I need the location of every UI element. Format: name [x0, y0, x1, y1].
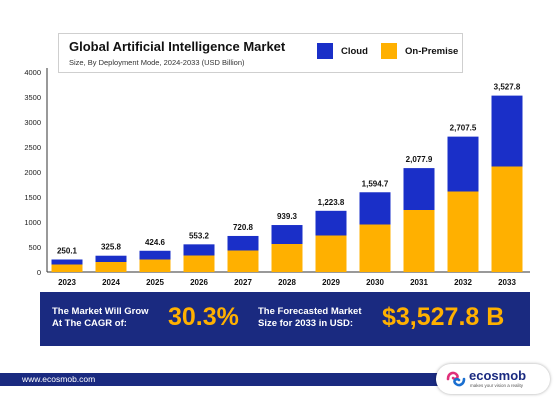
- y-tick-label: 3000: [24, 118, 41, 127]
- bar-total-label-2027: 720.8: [233, 223, 254, 232]
- logo-name: ecosmob: [469, 368, 527, 383]
- bar-total-label-2023: 250.1: [57, 246, 78, 255]
- bar-total-label-2032: 2,707.5: [450, 124, 477, 133]
- bar-on-premise-2031: [403, 210, 435, 272]
- logo-tagline: makes your vision a reality: [470, 383, 524, 388]
- bar-total-label-2025: 424.6: [145, 238, 166, 247]
- bar-on-premise-2023: [51, 264, 83, 272]
- size-text-line1: The Forecasted Market: [258, 306, 362, 317]
- legend-item-cloud: Cloud: [317, 43, 368, 59]
- x-axis: 2023 2024 2025 2026 2027 2028 2029 2030 2031 2032…: [47, 271, 530, 287]
- y-tick-label: 0: [37, 268, 41, 277]
- legend-label-cloud: Cloud: [341, 45, 368, 57]
- bar-on-premise-2027: [227, 250, 259, 272]
- y-tick-label: 4000: [24, 68, 41, 77]
- footer-url[interactable]: www.ecosmob.com: [22, 374, 96, 384]
- y-tick-label: 2500: [24, 143, 41, 152]
- bar-cloud-2033: [491, 95, 523, 167]
- x-tick-label-2027: 2027: [234, 278, 252, 287]
- bar-total-label-2024: 325.8: [101, 243, 122, 252]
- y-tick-label: 1500: [24, 193, 41, 202]
- bar-total-label-2028: 939.3: [277, 212, 298, 221]
- bar-cloud-2025: [139, 250, 171, 260]
- legend-label-on-premise: On-Premise: [405, 45, 459, 57]
- chart-header: Global Artificial Intelligence Market Si…: [58, 33, 463, 73]
- bar-on-premise-2032: [447, 191, 479, 272]
- x-tick-label-2028: 2028: [278, 278, 296, 287]
- legend-item-on-premise: On-Premise: [381, 43, 458, 59]
- bar-on-premise-2030: [359, 224, 391, 272]
- bar-cloud-2032: [447, 136, 479, 192]
- y-axis: 0 500 1000 1500 2000 2500 3000 3500 4000: [24, 68, 48, 277]
- bar-cloud-2023: [51, 259, 83, 265]
- bar-total-label-2026: 553.2: [189, 231, 210, 240]
- x-tick-label-2024: 2024: [102, 278, 120, 287]
- x-tick-label-2031: 2031: [410, 278, 428, 287]
- bar-on-premise-2029: [315, 235, 347, 272]
- bar-on-premise-2024: [95, 262, 127, 272]
- bar-total-label-2033: 3,527.8: [494, 83, 521, 92]
- bar-cloud-2026: [183, 244, 215, 256]
- size-value: $3,527.8 B: [382, 303, 505, 331]
- ecosmob-logo-icon: [446, 371, 466, 387]
- bar-cloud-2030: [359, 192, 391, 225]
- x-tick-label-2029: 2029: [322, 278, 340, 287]
- x-tick-label-2023: 2023: [58, 278, 76, 287]
- bar-on-premise-2033: [491, 166, 523, 272]
- bar-on-premise-2028: [271, 244, 303, 272]
- bar-on-premise-2025: [139, 259, 171, 272]
- size-text-line2: Size for 2033 in USD:: [258, 318, 354, 329]
- bar-cloud-2028: [271, 225, 303, 244]
- chart-subtitle: Size, By Deployment Mode, 2024-2033 (USD…: [69, 58, 245, 67]
- bar-cloud-2027: [227, 235, 259, 251]
- footer-bar: www.ecosmob.com: [0, 373, 445, 386]
- x-tick-label-2033: 2033: [498, 278, 516, 287]
- size-text: The Forecasted Market Size for 2033 in U…: [258, 306, 361, 330]
- y-tick-label: 500: [28, 243, 41, 252]
- bar-labels: 250.1 325.8 424.6 553.2 720.8 939.3 1,223.8 1,5…: [57, 83, 521, 256]
- x-tick-label-2032: 2032: [454, 278, 472, 287]
- cagr-value: 30.3%: [168, 303, 239, 331]
- y-tick-label: 3500: [24, 93, 41, 102]
- summary-banner: The Market Will Grow At The CAGR of: 30.…: [40, 292, 530, 346]
- bar-total-label-2031: 2,077.9: [406, 155, 433, 164]
- chart-title: Global Artificial Intelligence Market: [69, 39, 286, 54]
- brand-logo: ecosmob makes your vision a reality: [436, 364, 550, 394]
- cagr-text: The Market Will Grow At The CAGR of:: [52, 306, 149, 330]
- y-tick-label: 2000: [24, 168, 41, 177]
- bars: [51, 95, 523, 272]
- cagr-text-line2: At The CAGR of:: [52, 318, 127, 329]
- legend-swatch-cloud: [317, 43, 333, 59]
- x-tick-label-2026: 2026: [190, 278, 208, 287]
- bar-cloud-2029: [315, 210, 347, 236]
- legend-swatch-on-premise: [381, 43, 397, 59]
- y-tick-label: 1000: [24, 218, 41, 227]
- bar-total-label-2030: 1,594.7: [362, 179, 389, 188]
- bar-cloud-2024: [95, 255, 127, 262]
- cagr-text-line1: The Market Will Grow: [52, 306, 149, 317]
- x-tick-label-2030: 2030: [366, 278, 384, 287]
- bar-on-premise-2026: [183, 255, 215, 272]
- bar-total-label-2029: 1,223.8: [318, 198, 345, 207]
- x-tick-label-2025: 2025: [146, 278, 164, 287]
- bar-cloud-2031: [403, 168, 435, 210]
